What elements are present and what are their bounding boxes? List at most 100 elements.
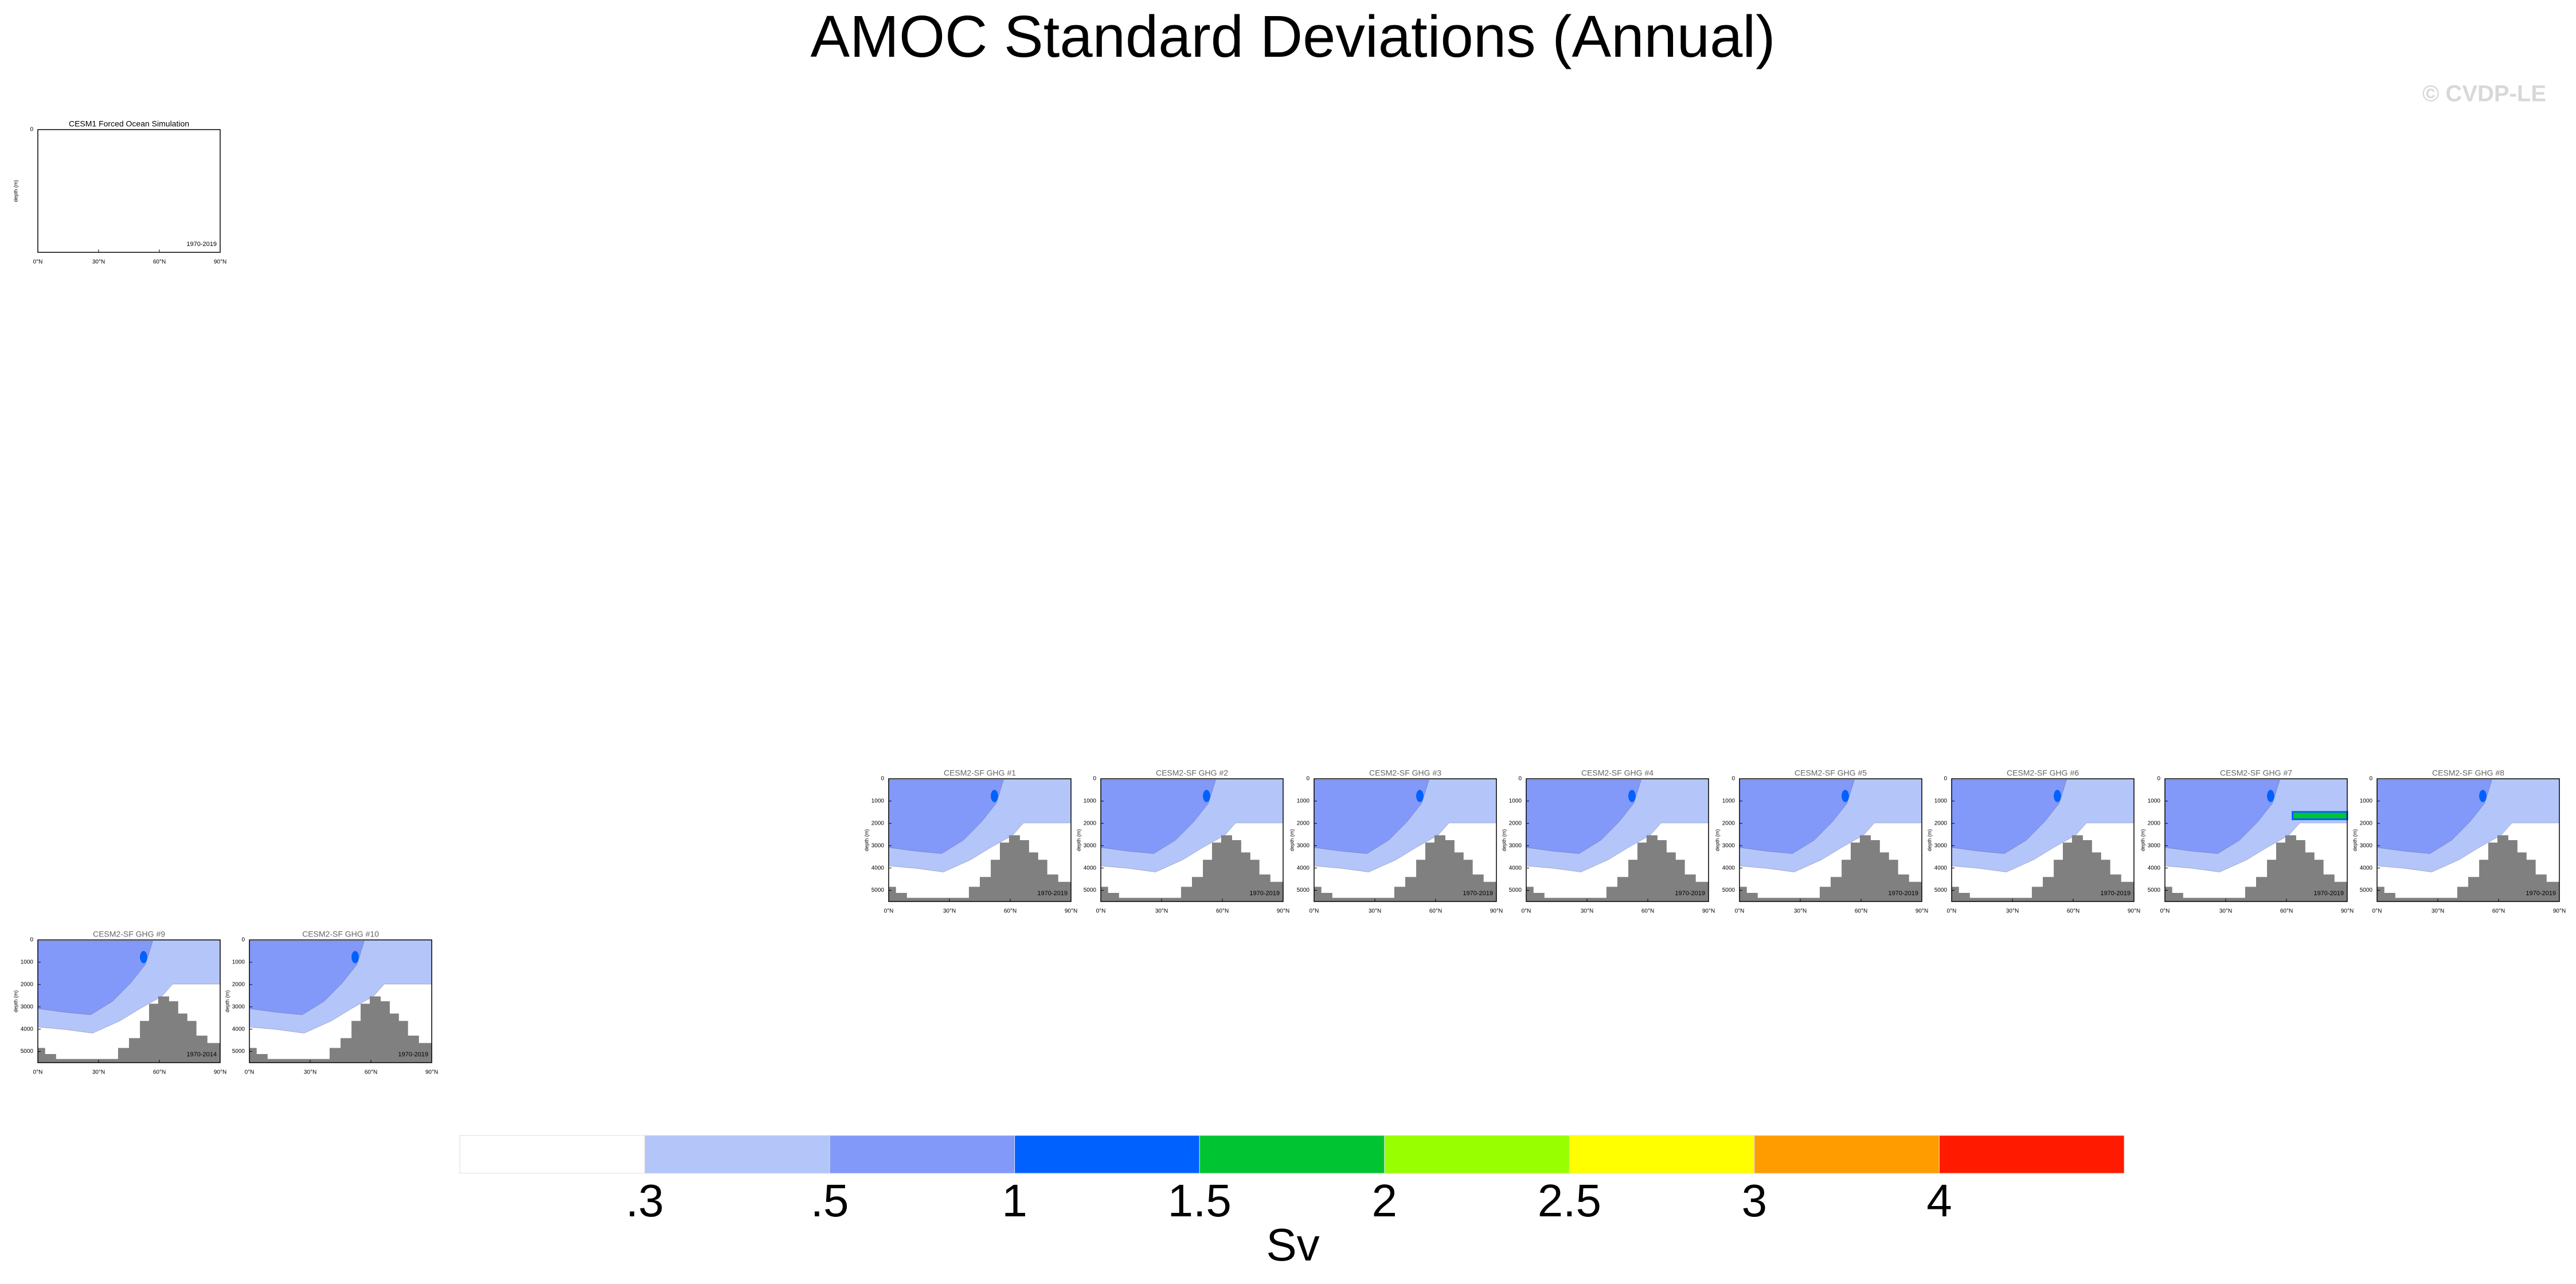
colorbar-box: [1569, 1135, 1755, 1174]
plot-frame: [2376, 778, 2560, 902]
y-axis-label: depth (m): [224, 990, 230, 1013]
colorbar-box: [1754, 1135, 1940, 1174]
plot-frame: [1526, 778, 1709, 902]
y-tick-label: 4000: [871, 865, 885, 871]
y-axis-label: depth (m): [13, 990, 18, 1013]
x-tick-label: 0°N: [1522, 908, 1531, 915]
y-tick-label: 2000: [1084, 820, 1097, 826]
plot-frame: [1951, 778, 2135, 902]
panel: CESM1 Forced Ocean Simulation 1970-2019 de…: [13, 119, 226, 266]
x-tick-label: 30°N: [92, 1070, 105, 1076]
panel-title: CESM2-SF GHG #6: [2007, 768, 2079, 778]
y-tick-label: 1000: [1934, 798, 1948, 805]
panel-title: CESM2-SF GHG #7: [2220, 768, 2292, 778]
y-axis-label: depth (m): [1289, 829, 1295, 852]
colorbar-label: .5: [811, 1175, 849, 1226]
x-tick-label: 0°N: [33, 259, 43, 266]
y-axis-label: depth (m): [2140, 829, 2145, 852]
plot-frame: [249, 939, 432, 1063]
y-tick-label: 1000: [1297, 798, 1310, 805]
y-tick-label: 0: [1306, 776, 1310, 782]
y-tick-label: 1000: [232, 959, 245, 966]
panel-title: CESM2-SF GHG #9: [93, 930, 165, 939]
y-tick-label: 4000: [1722, 865, 1735, 871]
colorbar-box: [1199, 1135, 1385, 1174]
x-tick-label: 0°N: [1310, 908, 1319, 915]
y-tick-label: 3000: [2360, 842, 2373, 849]
colorbar-unit: Sv: [1266, 1219, 1319, 1270]
y-tick-label: 4000: [1084, 865, 1097, 871]
y-tick-label: 2000: [1934, 820, 1948, 826]
colorbar-label: .3: [626, 1175, 664, 1226]
x-tick-label: 30°N: [943, 908, 956, 915]
plot-frame: [1739, 778, 1922, 902]
colorbar-label: 2.5: [1538, 1175, 1601, 1226]
y-tick-label: 5000: [1509, 887, 1522, 893]
contour-fill: [1738, 778, 1923, 903]
x-tick-label: 30°N: [92, 259, 105, 266]
y-tick-label: 1000: [2148, 798, 2161, 805]
x-tick-label: 0°N: [2372, 908, 2382, 915]
y-tick-label: 4000: [1297, 865, 1310, 871]
contour-fill: [2376, 778, 2561, 903]
y-tick-label: 1000: [1722, 798, 1735, 805]
y-tick-label: 3000: [1934, 842, 1948, 849]
y-tick-label: 0: [241, 937, 245, 943]
y-tick-label: 5000: [1297, 887, 1310, 893]
x-tick-label: 0°N: [1096, 908, 1106, 915]
y-tick-label: 4000: [1509, 865, 1522, 871]
contour-patch: [2292, 811, 2348, 821]
plot-frame: [1314, 778, 1497, 902]
y-tick-label: 4000: [1934, 865, 1948, 871]
panel-years: 1970-2014: [186, 1051, 217, 1058]
y-tick-label: 0: [30, 937, 33, 943]
colorbar-box: [644, 1135, 830, 1174]
plot-frame: [1100, 778, 1284, 902]
panel-title: CESM2-SF GHG #1: [944, 768, 1016, 778]
x-tick-label: 60°N: [1855, 908, 1867, 915]
colorbar-box: [1014, 1135, 1200, 1174]
x-tick-label: 30°N: [1794, 908, 1807, 915]
x-tick-label: 60°N: [2067, 908, 2079, 915]
panel-years: 1970-2019: [2313, 890, 2344, 897]
y-tick-label: 3000: [871, 842, 885, 849]
panel: CESM2-SF GHG #7 1970-2019 depth (m) 0 1000 20…: [2140, 768, 2354, 915]
y-tick-label: 0: [30, 127, 33, 133]
x-tick-label: 90°N: [1277, 908, 1289, 915]
x-tick-label: 30°N: [1581, 908, 1593, 915]
y-tick-label: 0: [1093, 776, 1096, 782]
x-tick-label: 30°N: [1369, 908, 1381, 915]
y-tick-label: 2000: [1722, 820, 1735, 826]
colorbar-box: [1384, 1135, 1570, 1174]
contour-fill: [1100, 778, 1284, 903]
contour-fill: [888, 778, 1072, 903]
x-tick-label: 60°N: [1216, 908, 1229, 915]
x-tick-label: 30°N: [1155, 908, 1168, 915]
y-tick-label: 3000: [1084, 842, 1097, 849]
y-tick-label: 2000: [21, 981, 34, 988]
panel: CESM2-SF GHG #8 1970-2019 depth (m) 0 1000 20…: [2352, 768, 2566, 915]
panel: CESM2-SF GHG #9 1970-2014 depth (m) 0 1000 20…: [13, 930, 226, 1076]
y-tick-label: 4000: [21, 1026, 34, 1032]
y-tick-label: 5000: [21, 1048, 34, 1055]
x-tick-label: 60°N: [2280, 908, 2293, 915]
y-tick-label: 2000: [1509, 820, 1522, 826]
colorbar-label: 4: [1926, 1175, 1952, 1226]
panel: CESM2-SF GHG #3 1970-2019 depth (m) 0 1000 20…: [1289, 768, 1503, 915]
x-tick-label: 90°N: [1065, 908, 1077, 915]
panel-title: CESM1 Forced Ocean Simulation: [69, 119, 189, 128]
y-axis-label: depth (m): [1714, 829, 1720, 852]
colorbar-label: 1: [1002, 1175, 1027, 1226]
x-tick-label: 30°N: [2432, 908, 2444, 915]
title: AMOC Standard Deviations (Annual): [810, 3, 1775, 69]
x-tick-label: 0°N: [245, 1070, 255, 1076]
y-tick-label: 2000: [232, 981, 245, 988]
panel-years: 1970-2019: [1463, 890, 1493, 897]
y-tick-label: 3000: [1509, 842, 1522, 849]
x-tick-label: 60°N: [365, 1070, 377, 1076]
y-tick-label: 4000: [2148, 865, 2161, 871]
x-tick-label: 90°N: [2553, 908, 2566, 915]
y-tick-label: 0: [1518, 776, 1522, 782]
y-tick-label: 1000: [871, 798, 885, 805]
x-tick-label: 90°N: [1702, 908, 1715, 915]
